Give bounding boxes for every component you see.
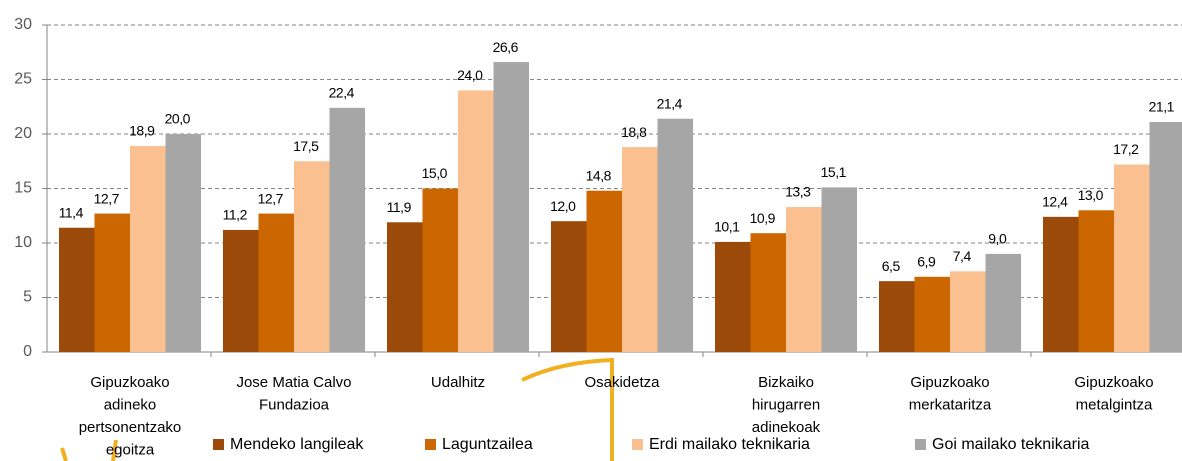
bar [622, 147, 658, 352]
bar [258, 213, 294, 352]
bar [821, 187, 857, 352]
bar [1043, 216, 1079, 352]
x-tick-label: hirugarren [752, 396, 820, 413]
legend-swatch [632, 439, 643, 450]
value-label: 9,0 [988, 231, 1007, 247]
value-label: 20,0 [165, 111, 191, 127]
legend-swatch [213, 439, 224, 450]
value-label: 12,0 [550, 198, 576, 214]
value-label: 11,2 [223, 207, 248, 223]
x-tick-label: Fundazioa [259, 396, 330, 413]
bar [879, 281, 915, 352]
bar [750, 233, 786, 352]
bar [914, 276, 950, 352]
y-tick-label: 30 [14, 16, 32, 33]
annotation-stroke [111, 439, 118, 461]
value-label: 21,1 [1149, 99, 1175, 115]
x-tick-label: egoitza [106, 441, 155, 458]
bar [786, 207, 822, 352]
x-tick-label: metalgintza [1076, 396, 1153, 413]
x-tick-label: pertsonentzako [79, 419, 182, 436]
x-tick-label: Udalhitz [431, 374, 485, 391]
value-label: 14,8 [586, 167, 612, 183]
value-label: 11,4 [59, 204, 84, 220]
bar [1078, 210, 1114, 352]
x-tick-label: Gipuzkoako [910, 374, 989, 391]
annotation-stroke [521, 357, 614, 461]
legend-label: Laguntzailea [442, 436, 533, 453]
legend-swatch [425, 439, 436, 450]
bar [422, 188, 458, 352]
value-label: 18,8 [621, 124, 647, 140]
bar [715, 241, 751, 352]
y-tick-label: 15 [14, 180, 32, 197]
legend-label: Goi mailako teknikaria [932, 436, 1090, 453]
value-label: 15,1 [821, 164, 847, 180]
value-label: 13,3 [785, 184, 811, 200]
bar [551, 221, 587, 352]
x-tick-label: Bizkaiko [758, 374, 814, 391]
bar [94, 213, 130, 352]
value-label: 17,5 [293, 138, 319, 154]
value-label: 21,4 [657, 95, 683, 111]
bar [493, 62, 529, 353]
y-tick-label: 5 [23, 289, 32, 306]
annotation-stroke [60, 447, 68, 461]
legend-label: Erdi mailako teknikaria [649, 436, 810, 453]
y-tick-label: 0 [23, 343, 32, 360]
value-label: 17,2 [1113, 141, 1139, 157]
bar [657, 118, 693, 353]
legend-label: Mendeko langileak [230, 436, 364, 453]
x-tick-label: Gipuzkoako [90, 374, 169, 391]
bar [294, 161, 330, 352]
x-tick-label: adinekoak [752, 419, 821, 436]
y-tick-label: 25 [14, 71, 32, 88]
value-label: 12,4 [1042, 194, 1068, 210]
value-label: 10,1 [714, 219, 740, 235]
bar [950, 271, 986, 352]
value-label: 12,7 [258, 190, 284, 206]
bar [59, 227, 95, 352]
y-tick-label: 10 [14, 234, 32, 251]
bar [458, 90, 494, 353]
value-label: 15,0 [422, 165, 448, 181]
bar [1149, 122, 1182, 352]
bar [586, 190, 622, 352]
bar [985, 253, 1021, 352]
value-label: 24,0 [457, 67, 483, 83]
x-tick-label: Gipuzkoako [1074, 374, 1153, 391]
x-tick-label: Jose Matia Calvo [236, 374, 351, 391]
x-tick-label: merkataritza [909, 396, 992, 413]
bar [223, 229, 259, 352]
value-label: 10,9 [750, 210, 776, 226]
y-tick-label: 20 [14, 125, 32, 142]
value-label: 6,5 [882, 258, 901, 274]
bar [130, 145, 166, 352]
bar [165, 134, 201, 352]
value-label: 6,9 [917, 253, 936, 269]
bar [1114, 164, 1150, 352]
value-label: 12,7 [94, 190, 120, 206]
x-tick-label: adineko [104, 396, 157, 413]
value-label: 18,9 [129, 123, 155, 139]
legend-swatch [915, 439, 926, 450]
value-label: 7,4 [953, 248, 972, 264]
value-label: 22,4 [329, 85, 355, 101]
bar [329, 107, 365, 352]
value-label: 11,9 [387, 199, 412, 215]
x-tick-label: Osakidetza [584, 374, 660, 391]
bar [387, 222, 423, 352]
value-label: 26,6 [493, 39, 519, 55]
value-label: 13,0 [1078, 187, 1104, 203]
